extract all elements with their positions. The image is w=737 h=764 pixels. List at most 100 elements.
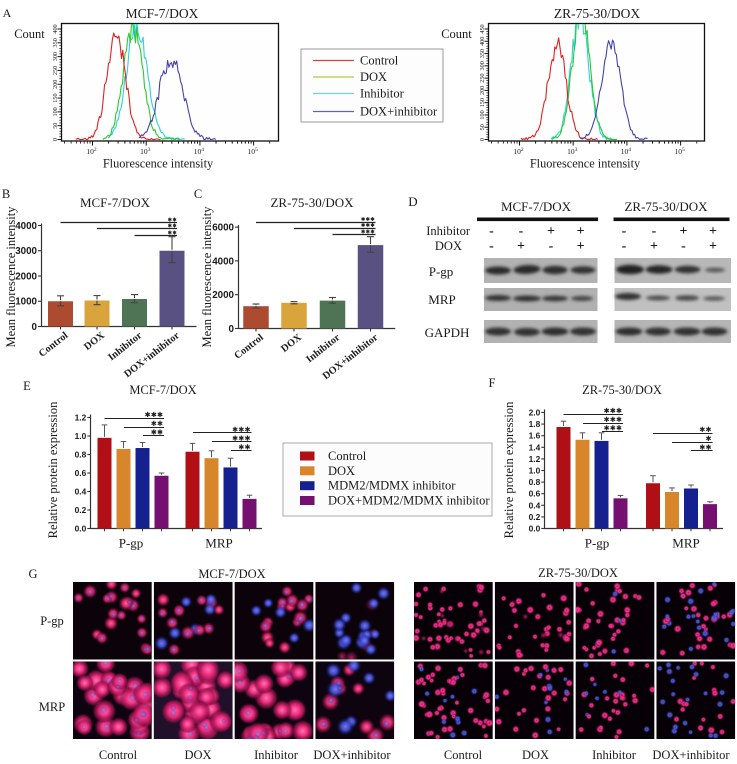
svg-text:-: - xyxy=(549,239,554,254)
svg-text:1.0: 1.0 xyxy=(75,431,87,441)
svg-text:ZR-75-30/DOX: ZR-75-30/DOX xyxy=(554,6,640,21)
svg-text:-: - xyxy=(519,224,524,239)
svg-text:-: - xyxy=(681,239,686,254)
svg-text:Count: Count xyxy=(441,27,472,41)
svg-text:ZR-75-30/DOX: ZR-75-30/DOX xyxy=(538,566,618,580)
svg-text:300: 300 xyxy=(479,61,486,70)
svg-text:0.6: 0.6 xyxy=(75,468,87,478)
svg-text:D: D xyxy=(408,194,417,209)
svg-text:ZR-75-30/DOX: ZR-75-30/DOX xyxy=(270,195,354,210)
svg-text:1.8: 1.8 xyxy=(529,419,541,429)
svg-text:400: 400 xyxy=(52,24,59,33)
svg-text:F: F xyxy=(489,376,496,390)
svg-text:150: 150 xyxy=(52,93,59,102)
svg-text:1.2: 1.2 xyxy=(529,454,541,464)
svg-text:4000: 4000 xyxy=(15,221,37,232)
svg-text:-: - xyxy=(622,224,627,239)
svg-text:+: + xyxy=(577,239,585,254)
svg-text:MRP: MRP xyxy=(205,536,232,551)
svg-text:400: 400 xyxy=(479,37,486,46)
svg-text:E: E xyxy=(23,379,31,393)
svg-text:ZR-75-30/DOX: ZR-75-30/DOX xyxy=(624,199,708,214)
svg-text:ZR-75-30/DOX: ZR-75-30/DOX xyxy=(582,383,662,397)
svg-text:0: 0 xyxy=(32,322,38,333)
svg-text:Fluorescence intensity: Fluorescence intensity xyxy=(530,157,641,171)
svg-text:DOX: DOX xyxy=(522,748,549,762)
svg-text:2000: 2000 xyxy=(212,290,234,301)
svg-text:+: + xyxy=(650,239,658,254)
svg-text:103: 103 xyxy=(140,147,151,156)
svg-text:0.0: 0.0 xyxy=(529,524,541,534)
svg-text:G: G xyxy=(28,567,37,581)
svg-text:Control: Control xyxy=(444,748,483,762)
svg-text:102: 102 xyxy=(86,147,97,156)
svg-text:350: 350 xyxy=(479,49,486,58)
svg-text:P-gp: P-gp xyxy=(429,264,454,279)
svg-text:1000: 1000 xyxy=(15,297,37,308)
svg-text:0.4: 0.4 xyxy=(529,500,541,510)
svg-text:+: + xyxy=(547,224,555,239)
svg-text:250: 250 xyxy=(479,73,486,82)
svg-text:100: 100 xyxy=(52,107,59,116)
svg-text:0.4: 0.4 xyxy=(75,487,87,497)
svg-text:MCF-7/DOX: MCF-7/DOX xyxy=(501,199,572,214)
svg-text:0.0: 0.0 xyxy=(75,524,87,534)
svg-text:0.8: 0.8 xyxy=(529,477,541,487)
svg-text:DOX+inhibitor: DOX+inhibitor xyxy=(313,748,391,762)
svg-text:102: 102 xyxy=(513,147,524,156)
svg-text:MCF-7/DOX: MCF-7/DOX xyxy=(129,383,196,397)
svg-text:0.6: 0.6 xyxy=(529,489,541,499)
svg-text:DOX: DOX xyxy=(435,239,462,253)
svg-text:0: 0 xyxy=(229,324,235,335)
svg-text:105: 105 xyxy=(674,147,685,156)
svg-text:1.2: 1.2 xyxy=(75,413,87,423)
svg-text:-: - xyxy=(622,239,627,254)
svg-text:Inhibitor: Inhibitor xyxy=(360,87,405,101)
svg-text:0.2: 0.2 xyxy=(75,505,87,515)
svg-text:Control: Control xyxy=(99,748,138,762)
svg-text:104: 104 xyxy=(194,147,205,156)
svg-text:+: + xyxy=(709,224,717,239)
svg-text:Inhibitor: Inhibitor xyxy=(254,748,299,762)
svg-text:104: 104 xyxy=(621,147,632,156)
svg-text:Control: Control xyxy=(328,449,367,463)
svg-text:Fluorescence intensity: Fluorescence intensity xyxy=(103,157,214,171)
svg-text:MCF-7/DOX: MCF-7/DOX xyxy=(80,195,151,210)
svg-text:MRP: MRP xyxy=(39,700,65,714)
svg-text:Relative protein expression: Relative protein expression xyxy=(46,401,60,539)
svg-text:+: + xyxy=(709,239,717,254)
svg-text:Mean fluorescence intensity: Mean fluorescence intensity xyxy=(4,206,18,348)
svg-text:50: 50 xyxy=(479,124,486,130)
svg-text:350: 350 xyxy=(52,38,59,47)
svg-text:C: C xyxy=(194,187,202,201)
svg-text:1.6: 1.6 xyxy=(529,431,541,441)
svg-text:Inhibitor: Inhibitor xyxy=(426,224,471,238)
svg-text:B: B xyxy=(2,187,10,201)
svg-text:250: 250 xyxy=(52,66,59,75)
svg-text:2000: 2000 xyxy=(15,271,37,282)
svg-text:3000: 3000 xyxy=(15,246,37,257)
svg-text:450: 450 xyxy=(479,24,486,33)
svg-text:300: 300 xyxy=(52,52,59,61)
svg-text:DOX: DOX xyxy=(184,748,211,762)
svg-text:MCF-7/DOX: MCF-7/DOX xyxy=(126,6,199,21)
svg-text:MCF-7/DOX: MCF-7/DOX xyxy=(198,567,265,581)
svg-text:100: 100 xyxy=(479,110,486,119)
svg-text:DOX: DOX xyxy=(360,70,387,84)
svg-text:+: + xyxy=(517,239,525,254)
svg-text:-: - xyxy=(489,224,494,239)
svg-text:MRP: MRP xyxy=(428,292,455,307)
svg-text:0.2: 0.2 xyxy=(529,512,541,522)
svg-text:2.0: 2.0 xyxy=(529,408,541,418)
svg-text:+: + xyxy=(577,224,585,239)
svg-text:-: - xyxy=(489,239,494,254)
svg-text:6000: 6000 xyxy=(212,223,234,234)
svg-text:DOX+inhibitor: DOX+inhibitor xyxy=(652,748,730,762)
svg-text:P-gp: P-gp xyxy=(40,614,64,628)
svg-text:150: 150 xyxy=(479,98,486,107)
svg-text:+: + xyxy=(680,224,688,239)
svg-text:200: 200 xyxy=(479,86,486,95)
svg-text:-: - xyxy=(652,224,657,239)
svg-text:103: 103 xyxy=(567,147,578,156)
svg-text:0: 0 xyxy=(479,138,486,141)
